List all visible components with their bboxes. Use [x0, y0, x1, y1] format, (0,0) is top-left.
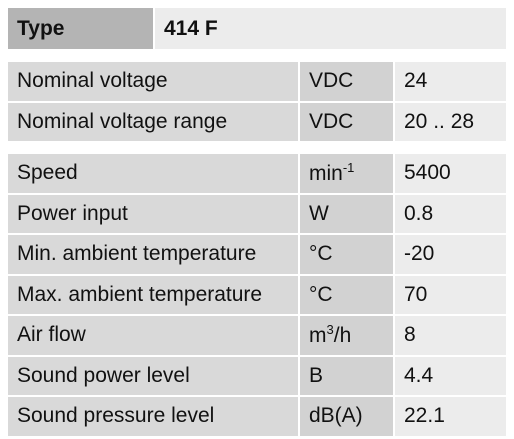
- row-label: Power input: [8, 194, 298, 233]
- row-value: 5400: [395, 154, 506, 193]
- row-value: 22.1: [395, 397, 506, 436]
- type-value: 414 F: [155, 8, 506, 49]
- row-value: 20 .. 28: [395, 102, 506, 141]
- unit-text: m3/h: [309, 322, 351, 348]
- row-label: Nominal voltage: [8, 62, 298, 101]
- row-label: Sound power level: [8, 356, 298, 395]
- row-unit: dB(A): [300, 397, 393, 436]
- row-label: Min. ambient temperature: [8, 235, 298, 274]
- unit-part: B: [309, 363, 324, 387]
- row-label: Sound pressure level: [8, 397, 298, 436]
- row-value: 70: [395, 275, 506, 314]
- unit-text: dB(A): [309, 404, 363, 428]
- unit-part: °C: [309, 242, 333, 266]
- unit-part: m: [309, 324, 327, 348]
- unit-superscript: 3: [326, 322, 334, 338]
- row-unit: B: [300, 356, 393, 395]
- row-unit: m3/h: [300, 316, 393, 355]
- row-unit: VDC: [300, 102, 393, 141]
- unit-part: W: [309, 201, 329, 225]
- type-label: Type: [8, 8, 153, 49]
- unit-text: °C: [309, 283, 333, 307]
- unit-part: VDC: [309, 109, 354, 133]
- unit-part: min: [309, 162, 343, 186]
- row-label: Max. ambient temperature: [8, 275, 298, 314]
- row-value: 0.8: [395, 194, 506, 233]
- unit-text: VDC: [309, 110, 353, 134]
- unit-text: min-1: [309, 160, 354, 186]
- unit-superscript: -1: [342, 160, 355, 176]
- row-label: Nominal voltage range: [8, 102, 298, 141]
- unit-part: dB(A): [309, 404, 363, 428]
- row-value: 24: [395, 62, 506, 101]
- unit-text: °C: [309, 242, 333, 266]
- row-unit: °C: [300, 275, 393, 314]
- row-label: Speed: [8, 154, 298, 193]
- unit-part: VDC: [309, 69, 354, 93]
- unit-part: /h: [333, 324, 352, 348]
- row-label: Air flow: [8, 316, 298, 355]
- row-value: 8: [395, 316, 506, 355]
- row-unit: VDC: [300, 62, 393, 101]
- unit-part: °C: [309, 282, 333, 306]
- unit-text: B: [309, 364, 323, 388]
- row-unit: min-1: [300, 154, 393, 193]
- unit-text: VDC: [309, 69, 353, 93]
- row-value: 4.4: [395, 356, 506, 395]
- row-value: -20: [395, 235, 506, 274]
- unit-text: W: [309, 202, 329, 226]
- row-unit: W: [300, 194, 393, 233]
- row-unit: °C: [300, 235, 393, 274]
